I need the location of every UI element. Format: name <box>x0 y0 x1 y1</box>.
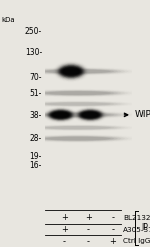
Text: IP: IP <box>141 223 148 232</box>
Ellipse shape <box>47 109 74 121</box>
Ellipse shape <box>58 64 85 79</box>
Ellipse shape <box>78 110 102 120</box>
Ellipse shape <box>80 111 100 119</box>
Text: +: + <box>61 213 68 222</box>
Ellipse shape <box>50 110 72 120</box>
Ellipse shape <box>62 68 80 75</box>
Text: 38-: 38- <box>30 111 42 120</box>
Text: A305-377A: A305-377A <box>123 227 150 233</box>
Text: BL21323: BL21323 <box>123 215 150 221</box>
Ellipse shape <box>46 108 75 122</box>
Text: 130-: 130- <box>25 48 42 57</box>
Text: 16-: 16- <box>30 161 42 170</box>
Ellipse shape <box>52 112 69 118</box>
Ellipse shape <box>45 91 111 95</box>
Ellipse shape <box>48 109 74 121</box>
Ellipse shape <box>77 109 103 121</box>
Text: -: - <box>87 225 90 234</box>
Text: Ctrl IgG: Ctrl IgG <box>123 238 150 245</box>
Ellipse shape <box>76 109 104 121</box>
Ellipse shape <box>51 111 70 118</box>
Ellipse shape <box>81 111 99 118</box>
Text: 70-: 70- <box>30 73 42 82</box>
Ellipse shape <box>42 136 114 141</box>
Text: -: - <box>111 225 114 234</box>
Text: kDa: kDa <box>2 17 15 23</box>
Ellipse shape <box>61 67 81 76</box>
Ellipse shape <box>45 113 111 117</box>
Text: -: - <box>111 213 114 222</box>
Ellipse shape <box>60 66 83 77</box>
Text: WIPF1: WIPF1 <box>135 110 150 119</box>
Text: -: - <box>63 237 66 246</box>
Ellipse shape <box>51 111 71 119</box>
Text: 250-: 250- <box>25 27 42 36</box>
Ellipse shape <box>59 65 84 78</box>
Ellipse shape <box>57 63 86 79</box>
Text: +: + <box>85 213 92 222</box>
Text: 28-: 28- <box>30 134 42 143</box>
Text: +: + <box>61 225 68 234</box>
Ellipse shape <box>45 70 111 73</box>
Ellipse shape <box>79 110 101 120</box>
Ellipse shape <box>42 113 114 117</box>
Ellipse shape <box>82 112 99 118</box>
Ellipse shape <box>45 137 111 140</box>
Text: -: - <box>87 237 90 246</box>
Ellipse shape <box>42 91 114 95</box>
Ellipse shape <box>56 63 86 80</box>
Ellipse shape <box>49 110 73 120</box>
Text: +: + <box>109 237 116 246</box>
Ellipse shape <box>60 66 82 77</box>
Ellipse shape <box>42 69 114 74</box>
Text: 51-: 51- <box>30 89 42 98</box>
Text: 19-: 19- <box>30 152 42 161</box>
Ellipse shape <box>76 108 105 122</box>
